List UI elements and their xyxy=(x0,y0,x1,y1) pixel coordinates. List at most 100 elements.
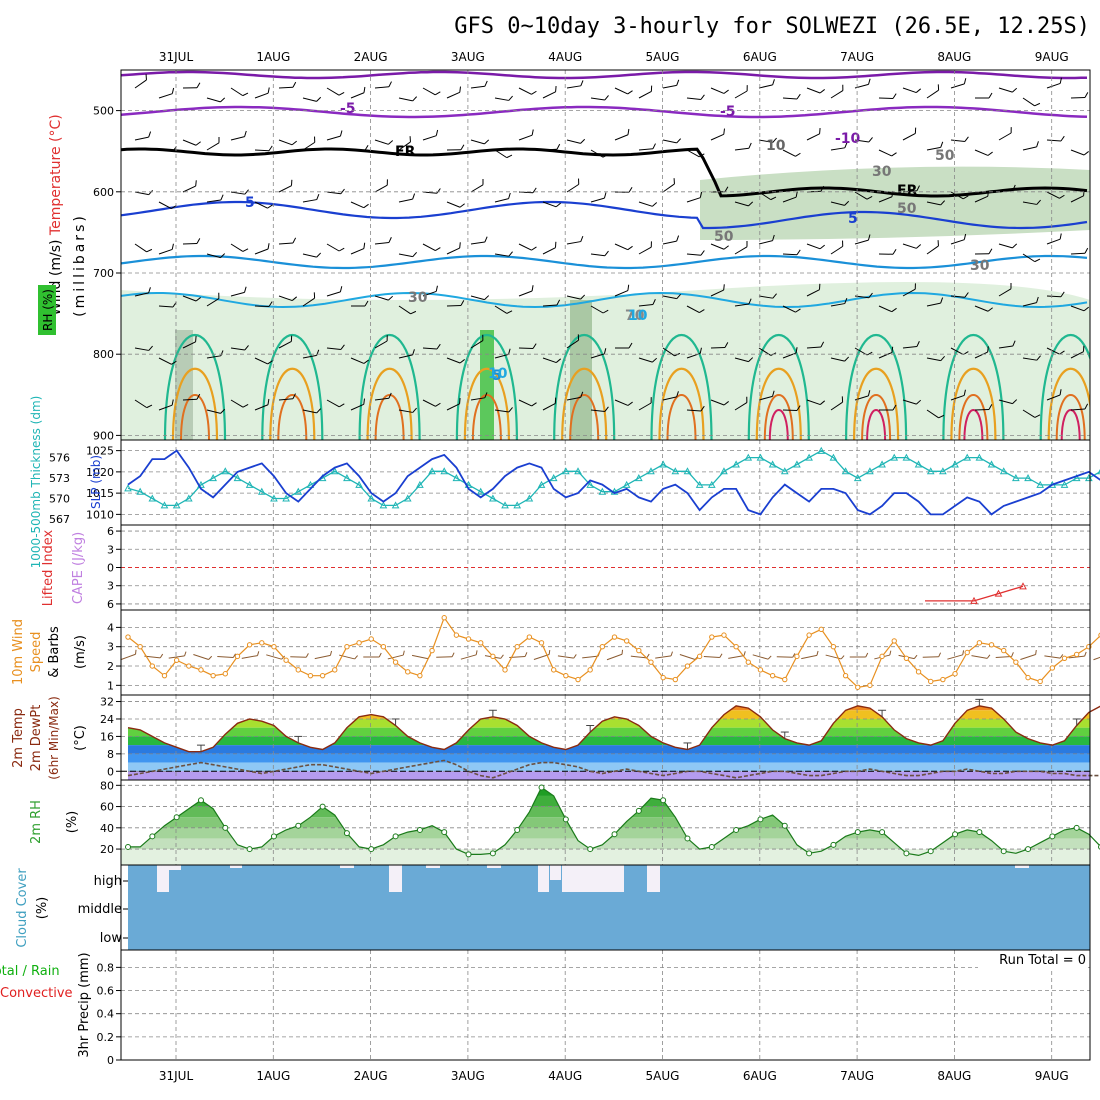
barb-staff xyxy=(302,141,316,151)
barb-staff xyxy=(971,655,988,659)
barb-staff xyxy=(470,340,484,349)
barb-feather xyxy=(435,247,441,252)
wind10-marker xyxy=(1001,647,1007,654)
barb-feather xyxy=(940,297,944,304)
temp-contour-25 xyxy=(171,367,219,440)
wind-barb xyxy=(302,96,322,102)
wind-barb xyxy=(950,136,969,142)
barb-staff xyxy=(830,401,843,411)
wind-barb xyxy=(950,292,969,298)
barb-staff xyxy=(758,395,773,401)
barb-feather xyxy=(842,84,844,91)
wind10-marker xyxy=(648,659,654,665)
temp-band xyxy=(128,736,1090,746)
barb-staff xyxy=(806,346,822,349)
barb-feather xyxy=(244,130,247,137)
barb-staff xyxy=(998,132,1012,141)
barb-staff xyxy=(542,402,556,411)
wind-barb xyxy=(1022,141,1039,151)
barb-feather xyxy=(1034,414,1041,418)
wind10-marker xyxy=(417,672,423,679)
wind10-marker xyxy=(332,667,338,673)
barb-staff xyxy=(254,201,268,209)
wind-barb xyxy=(566,391,584,401)
barb-staff xyxy=(686,197,701,203)
barb-staff xyxy=(374,242,389,245)
barb-staff xyxy=(974,305,989,312)
wind10-barb xyxy=(849,652,869,658)
barb-feather xyxy=(195,336,197,342)
contour-label: 30 xyxy=(408,290,428,306)
barb-staff xyxy=(1093,653,1100,661)
wind-barb xyxy=(350,242,366,255)
wind-barb xyxy=(974,305,993,312)
wind-barb xyxy=(182,180,197,193)
wind-barb xyxy=(566,334,580,349)
barb-staff xyxy=(470,397,485,401)
temp-band xyxy=(128,753,1090,763)
barb-staff xyxy=(326,243,340,252)
ylabel-part: 1000-500mb Thickness (dm) xyxy=(29,396,43,569)
thickness-marker xyxy=(172,501,181,509)
precip-tick-label: 0.4 xyxy=(97,1008,115,1021)
wind10-marker xyxy=(1013,659,1019,665)
barb-staff xyxy=(926,146,941,151)
rh-tick-label: 80 xyxy=(100,779,114,792)
wind10-marker xyxy=(940,676,946,683)
thickness-marker xyxy=(124,484,132,492)
wind10-marker xyxy=(769,672,776,679)
barb-staff xyxy=(422,347,438,350)
wind10-marker xyxy=(295,667,301,673)
barb-staff xyxy=(998,189,1013,193)
barb-staff xyxy=(582,655,599,659)
top-date-label: 9AUG xyxy=(1035,50,1069,64)
barb-staff xyxy=(734,147,749,151)
barb-staff xyxy=(1070,351,1084,359)
barb-feather xyxy=(267,87,270,94)
wind-barb xyxy=(446,201,465,208)
barb-staff xyxy=(926,89,939,99)
wind-barb xyxy=(638,357,658,363)
wind-barb xyxy=(878,305,897,313)
barb-staff xyxy=(830,201,845,206)
barb-feather xyxy=(218,292,220,299)
barb-staff xyxy=(926,201,941,206)
barb-staff xyxy=(710,87,725,94)
barb-staff xyxy=(590,253,605,257)
barb-feather xyxy=(459,398,461,404)
wind-barb xyxy=(206,253,226,259)
barb-staff xyxy=(566,339,579,349)
wind-barb xyxy=(422,87,441,96)
barb-feather xyxy=(988,248,993,255)
barb-feather xyxy=(290,335,293,342)
rh-marker xyxy=(879,829,886,836)
barb-feather xyxy=(646,653,650,659)
barb-staff xyxy=(1022,146,1037,151)
barb-feather xyxy=(524,652,528,657)
barb-feather xyxy=(1059,233,1062,240)
wind-barb xyxy=(230,345,249,351)
wind-barb xyxy=(374,81,392,89)
thickness-tick-label: 573 xyxy=(49,472,70,485)
ylabel-part: 10m Wind xyxy=(11,619,26,685)
barb-staff xyxy=(398,354,413,359)
wind-barb xyxy=(158,399,174,411)
panel-ylabel: (%) xyxy=(65,811,80,834)
wind-barb xyxy=(1046,191,1065,199)
wind-barb xyxy=(350,201,369,209)
barb-feather xyxy=(196,238,201,244)
barb-staff xyxy=(734,357,749,363)
wind-barb xyxy=(974,346,989,359)
wind-barb xyxy=(830,84,844,99)
barb-feather xyxy=(1035,650,1037,655)
barb-feather xyxy=(459,359,465,364)
barb-feather xyxy=(329,650,333,656)
wind-barb xyxy=(1070,149,1089,156)
wind-barb xyxy=(590,95,609,101)
wind-barb xyxy=(134,190,154,196)
barb-feather xyxy=(602,309,609,314)
barb-staff xyxy=(801,654,818,660)
wind-barb xyxy=(782,249,801,256)
barb-feather xyxy=(964,292,969,298)
wind-barb xyxy=(494,149,513,159)
